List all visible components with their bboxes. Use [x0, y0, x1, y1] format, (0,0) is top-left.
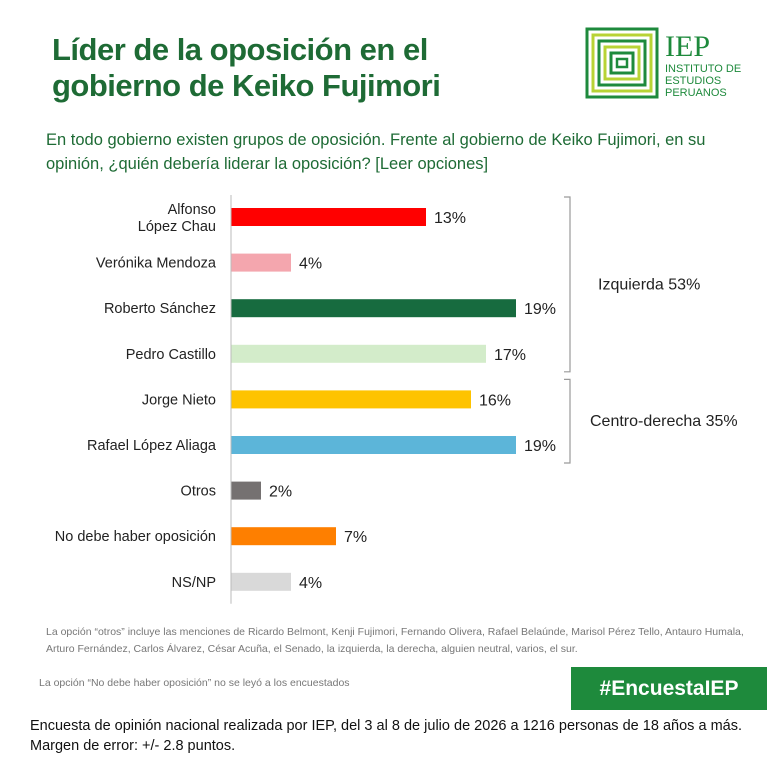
- hashtag-badge: #EncuestaIEP: [571, 667, 767, 710]
- note-no-oposicion: La opción “No debe haber oposición” no s…: [39, 677, 350, 689]
- value-label: 19%: [524, 301, 556, 318]
- value-label: 2%: [269, 484, 292, 501]
- bar: [231, 481, 261, 500]
- bar-chart: Alfonso López Chau 13% Verónika Mendoza 4% Ro…: [55, 195, 738, 604]
- value-label: 16%: [479, 392, 511, 409]
- bar: [231, 572, 291, 591]
- logo-line-1: INSTITUTO DE: [665, 63, 741, 75]
- title-line-1: Líder de la oposición en el: [52, 32, 428, 67]
- group-label: Centro-derecha 35%: [590, 413, 738, 430]
- bar: [231, 436, 516, 454]
- group-label: Izquierda 53%: [598, 276, 700, 293]
- value-label: 19%: [524, 438, 556, 455]
- page-title: Líder de la oposición en el gobierno de …: [52, 32, 512, 104]
- logo-line-2: ESTUDIOS: [665, 75, 721, 87]
- bar: [231, 527, 336, 546]
- value-label: 4%: [299, 256, 322, 273]
- category-label: Otros: [181, 484, 216, 500]
- category-label: NS/NP: [172, 575, 216, 591]
- logo-line-3: PERUANOS: [665, 87, 727, 99]
- value-label: 4%: [299, 575, 322, 592]
- survey-question: En todo gobierno existen grupos de oposi…: [46, 131, 706, 173]
- value-label: 13%: [434, 210, 466, 227]
- bar: [231, 208, 426, 226]
- category-label: No debe haber oposición: [55, 529, 216, 545]
- value-label: 7%: [344, 529, 367, 546]
- category-label: Jorge Nieto: [142, 392, 216, 408]
- category-label: Pedro Castillo: [126, 347, 216, 363]
- iep-logo: IEP INSTITUTO DE ESTUDIOS PERUANOS: [585, 27, 741, 99]
- group-bracket: [564, 378, 571, 464]
- note-otros: La opción “otros” incluye las menciones …: [46, 626, 744, 655]
- title-line-2: gobierno de Keiko Fujimori: [52, 68, 441, 103]
- bar: [231, 390, 471, 409]
- category-label: Rafael López Aliaga: [87, 438, 217, 454]
- logo-acronym: IEP: [665, 30, 710, 63]
- logo-mark-icon: [585, 27, 659, 99]
- group-bracket: [564, 196, 571, 373]
- survey-footer: Encuesta de opinión nacional realizada p…: [30, 718, 742, 754]
- category-label: Verónika Mendoza: [96, 256, 217, 272]
- bar: [231, 299, 516, 318]
- value-label: 17%: [494, 347, 526, 364]
- bar: [231, 344, 486, 363]
- category-label: Roberto Sánchez: [104, 301, 216, 317]
- bar: [231, 253, 291, 272]
- category-label: Alfonso López Chau: [138, 202, 216, 235]
